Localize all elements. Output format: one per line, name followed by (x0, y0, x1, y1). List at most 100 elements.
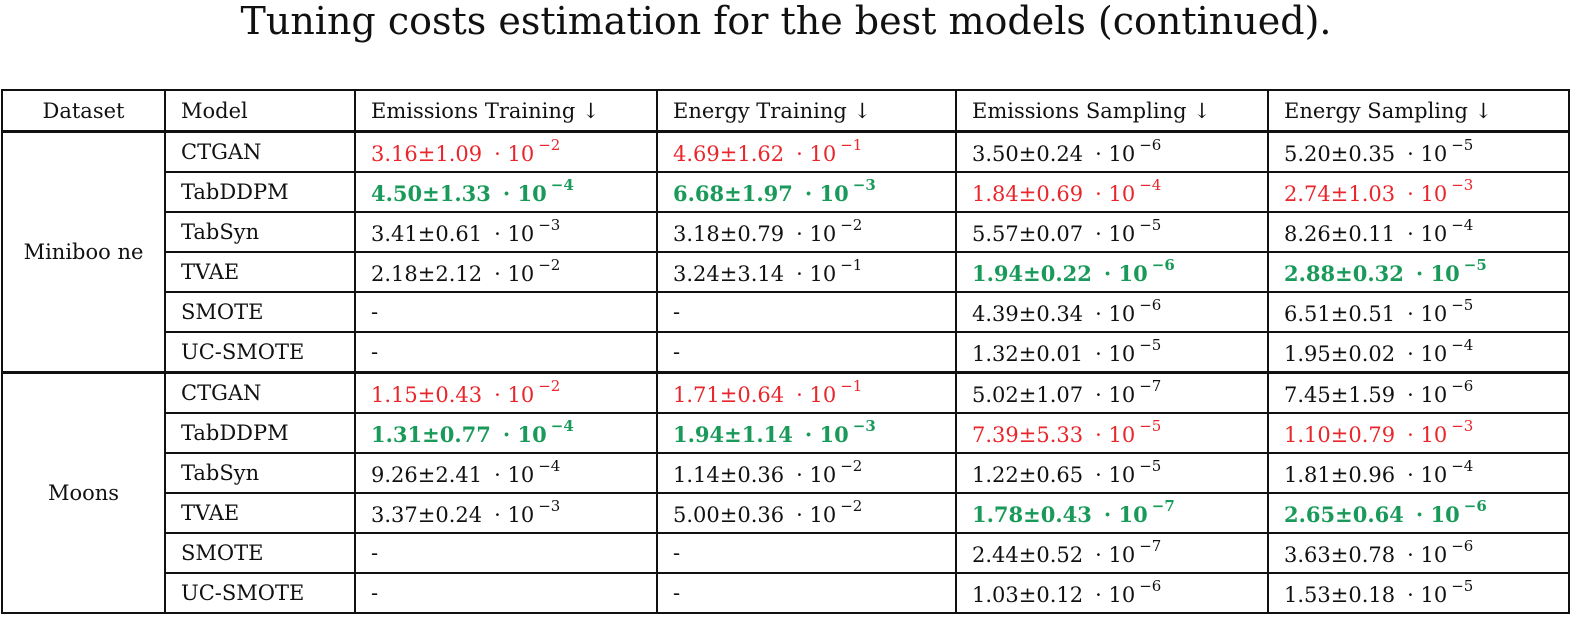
cell-value: 5.57±0.07 (972, 221, 1084, 246)
cell-value: 4.39±0.34 (972, 301, 1084, 326)
energy-sampling-cell: 5.20±0.35 · 10 −5 (1267, 130, 1570, 173)
model-cell: TabDDPM (164, 412, 356, 454)
multiplication-dot: · 10 (1407, 462, 1448, 487)
multiplication-dot: · 10 (1407, 341, 1448, 366)
energy-sampling-cell: 1.53±0.18 · 10 −5 (1267, 572, 1570, 614)
dataset-cell: Miniboo ne (1, 130, 166, 374)
emissions-training-cell: 1.15±0.43 · 10 −2 (354, 371, 658, 414)
multiplication-dot: · 10 (1095, 141, 1136, 166)
emissions-training-cell: - (354, 331, 658, 374)
table-body: Miniboo ne CTGAN 3.16±1.09 · 10 −2 4.69±1.62 ·… (1, 130, 1570, 614)
energy-sampling-cell: 1.95±0.02 · 10 −4 (1267, 331, 1570, 374)
multiplication-dot: · 10 (1407, 141, 1448, 166)
cell-value: - (371, 300, 379, 324)
energy-sampling-cell: 6.51±0.51 · 10 −5 (1267, 291, 1570, 333)
cell-exponent: −4 (1451, 456, 1474, 475)
table-row: TVAE 2.18±2.12 · 10 −2 3.24±3.14 · 10 −1 1.94±0… (2, 251, 1570, 293)
cell-exponent: −4 (538, 456, 561, 475)
multiplication-dot: · 10 (1095, 582, 1136, 607)
cell-value: 1.81±0.96 (1284, 462, 1396, 487)
cell-exponent: −5 (1139, 456, 1162, 475)
cell-exponent: −3 (538, 496, 561, 515)
cell-value: 1.94±1.14 (673, 421, 793, 447)
cell-value: 1.32±0.01 (972, 341, 1084, 366)
cell-value: - (673, 541, 681, 565)
energy-training-cell: - (656, 532, 957, 574)
dataset-cell: Moons (1, 371, 166, 614)
cell-exponent: −4 (1451, 215, 1474, 234)
energy-sampling-cell: 2.65±0.64 · 10 −6 (1267, 492, 1570, 534)
energy-training-cell: - (656, 572, 957, 614)
emissions-training-cell: 4.50±1.33 · 10 −4 (354, 171, 658, 213)
cell-exponent: −1 (840, 135, 863, 154)
cell-value: - (371, 581, 379, 605)
header-row: Dataset Model Emissions Training ↓ Energ… (1, 89, 1570, 133)
emissions-training-cell: - (354, 532, 658, 574)
model-cell: UC-SMOTE (164, 331, 356, 374)
energy-training-cell: 1.71±0.64 · 10 −1 (656, 371, 957, 414)
multiplication-dot: · 10 (1407, 542, 1448, 567)
table-row: UC-SMOTE - -1.32±0.01 · 10 −5 1.95±0.02 · 10 −4 (2, 331, 1570, 374)
multiplication-dot: · 10 (1407, 382, 1448, 407)
model-cell: TabSyn (164, 452, 356, 494)
cell-exponent: −7 (1139, 376, 1162, 395)
multiplication-dot: · 10 (502, 180, 547, 206)
emissions-sampling-cell: 1.78±0.43 · 10 −7 (955, 492, 1269, 534)
multiplication-dot: · 10 (1095, 462, 1136, 487)
energy-training-cell: - (656, 331, 957, 374)
cell-exponent: −6 (1139, 135, 1162, 154)
cell-value: 4.50±1.33 (371, 180, 491, 206)
model-cell: TabSyn (164, 211, 356, 253)
cell-value: 2.65±0.64 (1284, 501, 1404, 527)
cell-exponent: −3 (538, 215, 561, 234)
emissions-sampling-cell: 1.84±0.69 · 10 −4 (955, 171, 1269, 213)
cell-exponent: −4 (1139, 175, 1162, 194)
table-row: Moons CTGAN 1.15±0.43 · 10 −2 1.71±0.64 · 10 −1… (1, 371, 1570, 614)
cell-exponent: −3 (852, 175, 876, 194)
cell-exponent: −2 (840, 456, 863, 475)
header-energy-training: Energy Training ↓ (656, 89, 957, 133)
multiplication-dot: · 10 (796, 141, 837, 166)
emissions-sampling-cell: 5.57±0.07 · 10 −5 (955, 211, 1269, 253)
cell-value: 1.84±0.69 (972, 181, 1084, 206)
emissions-training-cell: 3.37±0.24 · 10 −3 (354, 492, 658, 534)
cell-exponent: −2 (538, 135, 561, 154)
cell-exponent: −5 (1451, 576, 1474, 595)
cell-exponent: −5 (1139, 335, 1162, 354)
multiplication-dot: · 10 (1103, 260, 1148, 286)
cell-exponent: −6 (1139, 295, 1162, 314)
table-row: UC-SMOTE - -1.03±0.12 · 10 −6 1.53±0.18 · 10 −5 (2, 572, 1570, 614)
multiplication-dot: · 10 (796, 462, 837, 487)
cell-value: 2.44±0.52 (972, 542, 1084, 567)
emissions-sampling-cell: 4.39±0.34 · 10 −6 (955, 291, 1269, 333)
multiplication-dot: · 10 (1095, 301, 1136, 326)
cell-value: 7.39±5.33 (972, 422, 1084, 447)
cell-value: 3.18±0.79 (673, 221, 785, 246)
multiplication-dot: · 10 (1407, 301, 1448, 326)
cell-exponent: −2 (840, 215, 863, 234)
energy-sampling-cell: 2.88±0.32 · 10 −5 (1267, 251, 1570, 293)
cell-exponent: −6 (1451, 376, 1474, 395)
cell-value: 2.74±1.03 (1284, 181, 1396, 206)
cell-exponent: −4 (550, 175, 574, 194)
header-model: Model (164, 89, 356, 133)
cell-value: 1.53±0.18 (1284, 582, 1396, 607)
energy-training-cell: 1.14±0.36 · 10 −2 (656, 452, 957, 494)
cell-exponent: −7 (1139, 536, 1162, 555)
cell-exponent: −3 (1451, 175, 1474, 194)
multiplication-dot: · 10 (502, 421, 547, 447)
table-row: TabDDPM 4.50±1.33 · 10 −4 6.68±1.97 · 10 −3 1.8… (2, 171, 1570, 213)
cell-exponent: −2 (840, 496, 863, 515)
cell-value: 6.68±1.97 (673, 180, 793, 206)
cell-value: 1.14±0.36 (673, 462, 785, 487)
energy-sampling-cell: 3.63±0.78 · 10 −6 (1267, 532, 1570, 574)
cell-value: - (673, 340, 681, 364)
emissions-sampling-cell: 2.44±0.52 · 10 −7 (955, 532, 1269, 574)
multiplication-dot: · 10 (804, 421, 849, 447)
energy-sampling-cell: 2.74±1.03 · 10 −3 (1267, 171, 1570, 213)
model-cell: TVAE (164, 492, 356, 534)
cell-value: 1.78±0.43 (972, 501, 1092, 527)
cell-value: 3.63±0.78 (1284, 542, 1396, 567)
emissions-training-cell: 3.41±0.61 · 10 −3 (354, 211, 658, 253)
emissions-sampling-cell: 1.22±0.65 · 10 −5 (955, 452, 1269, 494)
